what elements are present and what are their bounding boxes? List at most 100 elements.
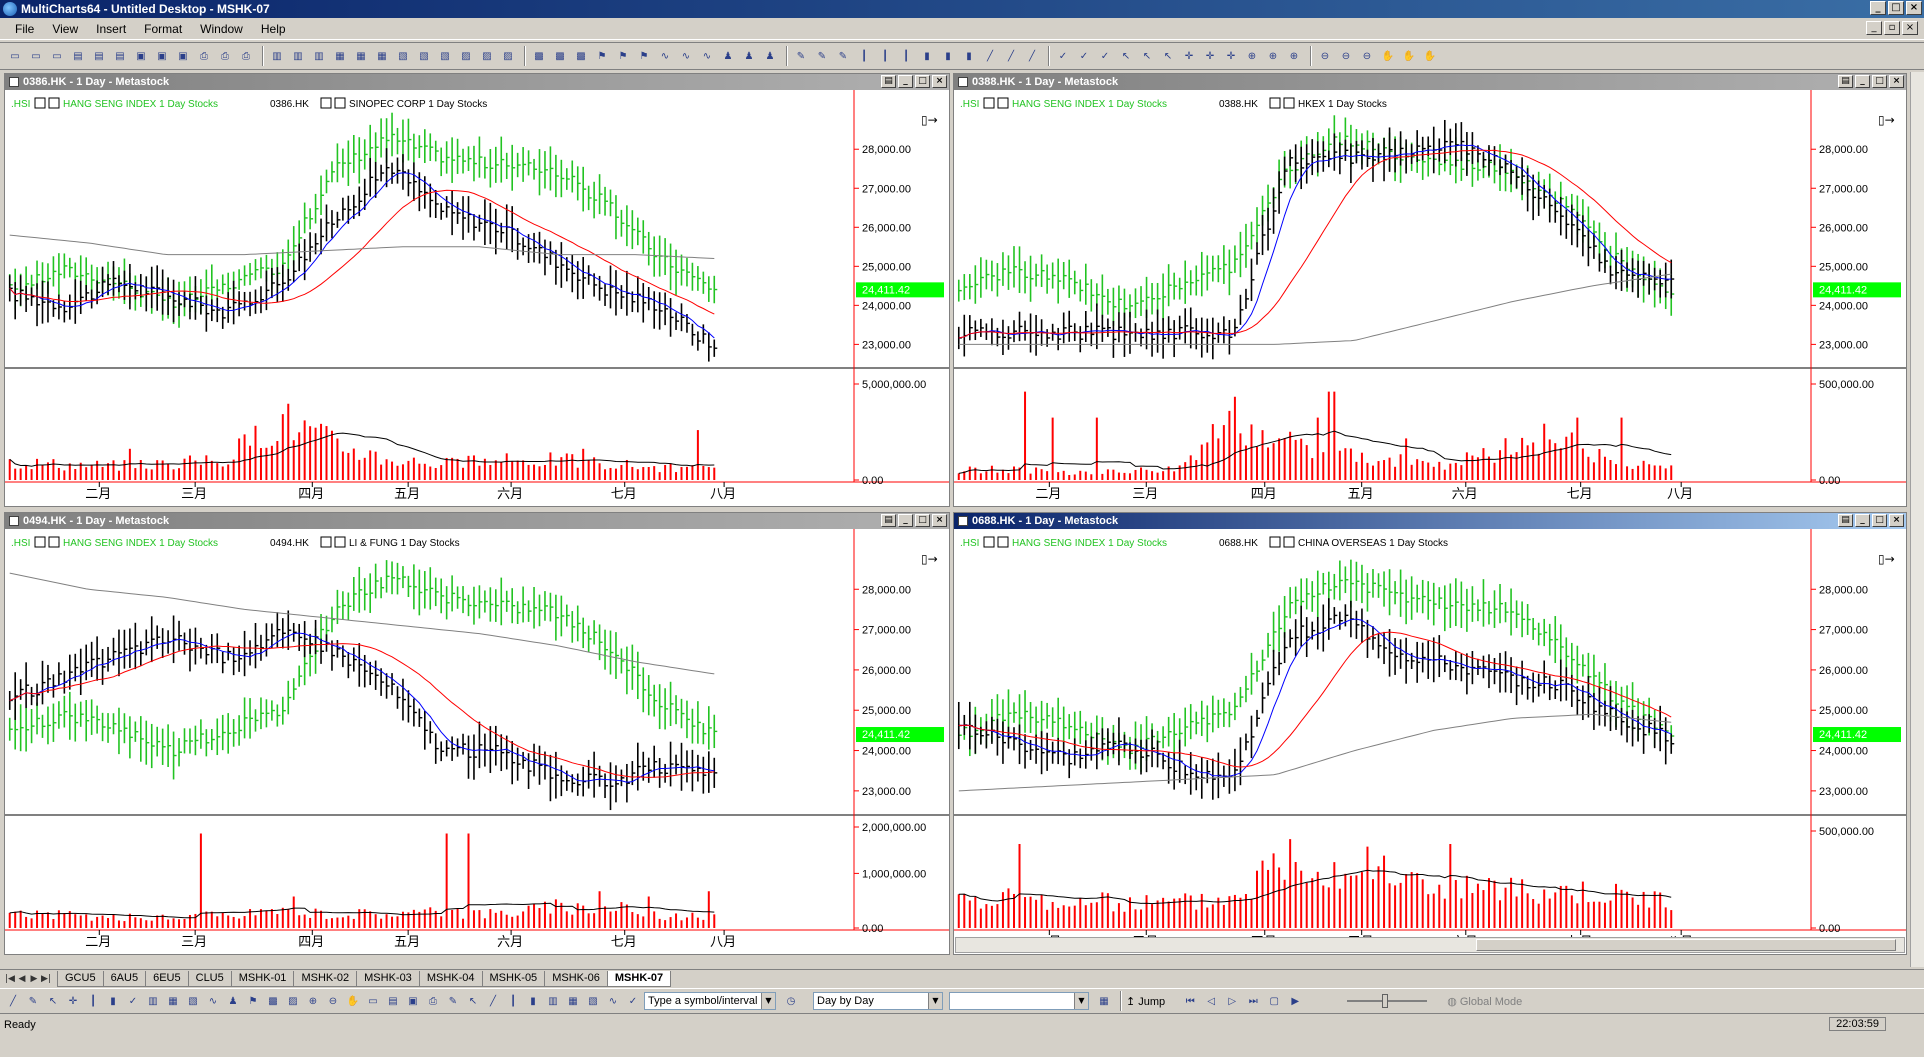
indicator-icon[interactable]: ∿ bbox=[608, 995, 618, 1007]
scanner-icon[interactable]: ▧ bbox=[440, 50, 450, 62]
chevron-down-icon[interactable]: ▼ bbox=[761, 993, 775, 1009]
chart-icon[interactable]: ▥ bbox=[548, 995, 558, 1007]
scrollbar-thumb[interactable] bbox=[1476, 939, 1896, 951]
strategy-icon[interactable]: ♟ bbox=[228, 995, 238, 1007]
chart-maximize-button[interactable]: □ bbox=[915, 514, 930, 527]
candle-icon[interactable]: ▮ bbox=[110, 995, 116, 1007]
save-icon[interactable]: ▣ bbox=[178, 50, 188, 62]
new-icon[interactable]: ▭ bbox=[52, 50, 62, 62]
drawing-icon[interactable]: ✎ bbox=[448, 995, 458, 1007]
portfolio-icon[interactable]: ▩ bbox=[534, 50, 544, 62]
open-icon[interactable]: ▤ bbox=[94, 50, 104, 62]
scanner-icon[interactable]: ▧ bbox=[398, 50, 408, 62]
chart-minimize-button[interactable]: _ bbox=[898, 514, 913, 527]
candle-icon[interactable]: ▮ bbox=[945, 50, 951, 62]
clock-icon[interactable]: ◷ bbox=[786, 995, 796, 1007]
candle-icon[interactable]: ▮ bbox=[966, 50, 972, 62]
legend-dropdown-icon[interactable] bbox=[34, 536, 46, 548]
tab-6au5[interactable]: 6AU5 bbox=[102, 971, 147, 987]
mdi-minimize-button[interactable]: _ bbox=[1866, 21, 1882, 35]
chart-minimize-button[interactable]: _ bbox=[898, 75, 913, 88]
quote-icon[interactable]: ▦ bbox=[356, 50, 366, 62]
chart-icon[interactable]: ▥ bbox=[293, 50, 303, 62]
chart-window-0688[interactable]: 0688.HK - 1 Day - Metastock ▤ _ □ × .HSI HANG … bbox=[953, 512, 1907, 955]
chart-minimize-button[interactable]: _ bbox=[1855, 514, 1870, 527]
jump-button[interactable]: ↥ Jump bbox=[1126, 995, 1166, 1008]
chart-window-titlebar[interactable]: 0386.HK - 1 Day - Metastock ▤ _ □ × bbox=[5, 74, 949, 90]
chart-canvas[interactable]: .HSI HANG SENG INDEX 1 Day Stocks 0386.HK S… bbox=[5, 90, 949, 504]
tab-clu5[interactable]: CLU5 bbox=[187, 971, 232, 987]
zoom-out-icon[interactable]: ⊖ bbox=[1341, 50, 1351, 62]
candle-icon[interactable]: ▮ bbox=[530, 995, 536, 1007]
open-icon[interactable]: ▤ bbox=[73, 50, 83, 62]
chart-icon[interactable]: ▥ bbox=[272, 50, 282, 62]
zoom-out-icon[interactable]: ⊖ bbox=[1362, 50, 1372, 62]
global-mode-button[interactable]: ◍ Global Mode bbox=[1447, 995, 1523, 1008]
arrow-icon[interactable]: ↖ bbox=[1121, 50, 1131, 62]
dom-icon[interactable]: ▨ bbox=[461, 50, 471, 62]
forward-icon[interactable]: ▶ bbox=[1291, 995, 1300, 1007]
line-icon[interactable]: ╱ bbox=[986, 50, 994, 62]
tab-6eu5[interactable]: 6EU5 bbox=[145, 971, 189, 987]
chart-canvas[interactable]: .HSI HANG SENG INDEX 1 Day Stocks 0388.HK H… bbox=[954, 90, 1906, 504]
zoom-in-icon[interactable]: ⊕ bbox=[1268, 50, 1278, 62]
line-icon[interactable]: ╱ bbox=[1028, 50, 1036, 62]
chart-canvas[interactable]: .HSI HANG SENG INDEX 1 Day Stocks 0494.HK L… bbox=[5, 529, 949, 952]
strategy-icon[interactable]: ♟ bbox=[765, 50, 775, 62]
legend-dropdown-icon[interactable] bbox=[1269, 536, 1281, 548]
tab-mshk-06[interactable]: MSHK-06 bbox=[544, 971, 608, 987]
chart-window-titlebar[interactable]: 0388.HK - 1 Day - Metastock ▤ _ □ × bbox=[954, 74, 1906, 90]
print-icon[interactable]: ⎙ bbox=[429, 995, 437, 1007]
new-icon[interactable]: ▭ bbox=[10, 50, 20, 62]
dom-icon[interactable]: ▨ bbox=[482, 50, 492, 62]
bar-icon[interactable]: ┃ bbox=[881, 50, 889, 62]
menu-help[interactable]: Help bbox=[260, 21, 286, 36]
check-icon[interactable]: ✓ bbox=[1079, 50, 1089, 62]
replay-mode-select[interactable]: Day by Day ▼ bbox=[813, 992, 943, 1010]
crosshair-icon[interactable]: ✛ bbox=[68, 995, 78, 1007]
new-icon[interactable]: ▭ bbox=[368, 995, 378, 1007]
legend-toggle-icon[interactable] bbox=[334, 97, 346, 109]
quote-icon[interactable]: ▦ bbox=[168, 995, 178, 1007]
tab-gcu5[interactable]: GCU5 bbox=[57, 971, 104, 987]
tab-mshk-02[interactable]: MSHK-02 bbox=[293, 971, 358, 987]
menu-view[interactable]: View bbox=[52, 21, 79, 36]
indicator-icon[interactable]: ∿ bbox=[681, 50, 691, 62]
open-icon[interactable]: ▤ bbox=[115, 50, 125, 62]
date-select[interactable]: ▼ bbox=[949, 992, 1089, 1010]
portfolio-icon[interactable]: ▩ bbox=[555, 50, 565, 62]
candle-icon[interactable]: ▮ bbox=[924, 50, 930, 62]
bar-icon[interactable]: ┃ bbox=[509, 995, 517, 1007]
bar-icon[interactable]: ┃ bbox=[902, 50, 910, 62]
tab-mshk-04[interactable]: MSHK-04 bbox=[418, 971, 483, 987]
chevron-down-icon[interactable]: ▼ bbox=[928, 993, 942, 1009]
chart-settings-button[interactable]: ▤ bbox=[1838, 75, 1853, 88]
line-icon[interactable]: ╱ bbox=[9, 995, 17, 1007]
hand-icon[interactable]: ✋ bbox=[1381, 50, 1395, 62]
quote-icon[interactable]: ▦ bbox=[335, 50, 345, 62]
scanner-icon[interactable]: ▧ bbox=[188, 995, 198, 1007]
new-icon[interactable]: ▭ bbox=[31, 50, 41, 62]
hand-icon[interactable]: ✋ bbox=[1402, 50, 1416, 62]
legend-toggle-icon[interactable] bbox=[1283, 536, 1295, 548]
minimize-button[interactable]: _ bbox=[1870, 1, 1886, 15]
legend-dropdown-icon[interactable] bbox=[34, 97, 46, 109]
save-icon[interactable]: ▣ bbox=[157, 50, 167, 62]
expand-panel-icon[interactable]: ▯→ bbox=[921, 552, 938, 566]
legend-toggle-icon[interactable] bbox=[334, 536, 346, 548]
chart-maximize-button[interactable]: □ bbox=[915, 75, 930, 88]
calendar-icon[interactable]: ▦ bbox=[1099, 995, 1109, 1007]
check-icon[interactable]: ✓ bbox=[128, 995, 138, 1007]
arrow-icon[interactable]: ↖ bbox=[468, 995, 478, 1007]
alerts-icon[interactable]: ⚑ bbox=[248, 995, 258, 1007]
vertical-scrollbar[interactable] bbox=[1910, 72, 1924, 967]
print-icon[interactable]: ⎙ bbox=[221, 50, 229, 62]
check-icon[interactable]: ✓ bbox=[628, 995, 638, 1007]
print-icon[interactable]: ⎙ bbox=[242, 50, 250, 62]
speed-slider[interactable] bbox=[1347, 994, 1428, 1008]
tab-next-icon[interactable]: ▶ bbox=[30, 974, 38, 984]
chart-window-0388[interactable]: 0388.HK - 1 Day - Metastock ▤ _ □ × .HSI HANG … bbox=[953, 73, 1907, 507]
bar-icon[interactable]: ┃ bbox=[860, 50, 868, 62]
save-icon[interactable]: ▣ bbox=[136, 50, 146, 62]
drawing-icon[interactable]: ✎ bbox=[838, 50, 848, 62]
